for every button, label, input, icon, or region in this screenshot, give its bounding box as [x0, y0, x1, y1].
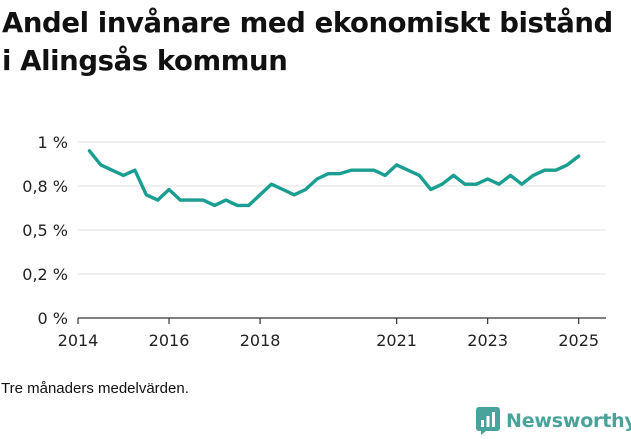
brand-name: Newsworthy — [506, 410, 631, 432]
brand-logo[interactable]: Newsworthy — [476, 407, 631, 435]
newsworthy-logo-icon — [476, 407, 500, 435]
y-tick-label: 0,8 % — [22, 177, 68, 196]
y-axis-labels: 0 % 0,2 % 0,5 % 0,8 % 1 % — [22, 133, 68, 328]
footnote: Tre månaders medelvärden. — [1, 380, 189, 397]
series-group — [87, 149, 581, 208]
data-point — [133, 168, 137, 172]
x-tick-label: 2016 — [149, 331, 190, 350]
data-point — [486, 177, 489, 181]
data-point — [258, 193, 262, 196]
data-point — [304, 188, 307, 191]
data-point — [509, 174, 512, 177]
data-point — [179, 198, 182, 202]
data-point — [156, 198, 159, 202]
x-axis-ticks: 2014 2016 2018 2021 2023 2025 — [58, 318, 599, 350]
series-line — [87, 149, 581, 208]
x-tick-label: 2023 — [467, 331, 508, 350]
data-point — [190, 198, 193, 202]
data-point — [497, 183, 501, 186]
data-point — [418, 174, 421, 177]
data-point — [577, 154, 580, 158]
data-point — [520, 183, 523, 186]
data-point — [543, 168, 546, 172]
x-tick-label: 2025 — [558, 331, 599, 350]
y-tick-label: 1 % — [38, 133, 68, 152]
y-tick-label: 0,2 % — [22, 265, 68, 284]
grid-lines — [78, 141, 606, 275]
data-point — [99, 163, 102, 167]
data-point — [224, 198, 228, 202]
data-point — [566, 163, 569, 167]
data-point — [452, 174, 455, 177]
data-point — [406, 168, 410, 172]
x-tick-label: 2021 — [376, 331, 417, 350]
data-point — [122, 174, 125, 177]
data-point — [395, 163, 398, 167]
data-point — [213, 204, 216, 207]
data-point — [247, 204, 250, 207]
data-point — [315, 177, 319, 181]
data-point — [327, 172, 330, 175]
y-tick-label: 0 % — [38, 309, 68, 328]
x-tick-label: 2018 — [240, 331, 281, 350]
data-point — [372, 168, 376, 172]
data-point — [361, 168, 364, 172]
y-tick-label: 0,5 % — [22, 221, 68, 240]
data-point — [167, 188, 171, 191]
x-tick-label: 2014 — [58, 331, 99, 350]
data-point — [338, 172, 341, 175]
data-point — [554, 168, 558, 172]
data-point — [281, 188, 285, 191]
data-point — [429, 188, 432, 191]
data-point — [236, 204, 239, 207]
data-point — [145, 193, 148, 196]
data-point — [110, 168, 114, 172]
data-point — [384, 174, 387, 177]
data-point — [463, 183, 467, 186]
data-point — [440, 183, 444, 186]
data-point — [349, 168, 353, 172]
data-point — [531, 174, 535, 177]
chart-title: Andel invånare med ekonomiskt bistånd i … — [2, 7, 613, 77]
data-point — [270, 183, 273, 186]
data-point — [201, 198, 205, 202]
data-point — [293, 193, 296, 196]
data-point — [88, 149, 91, 152]
data-point — [475, 183, 478, 186]
